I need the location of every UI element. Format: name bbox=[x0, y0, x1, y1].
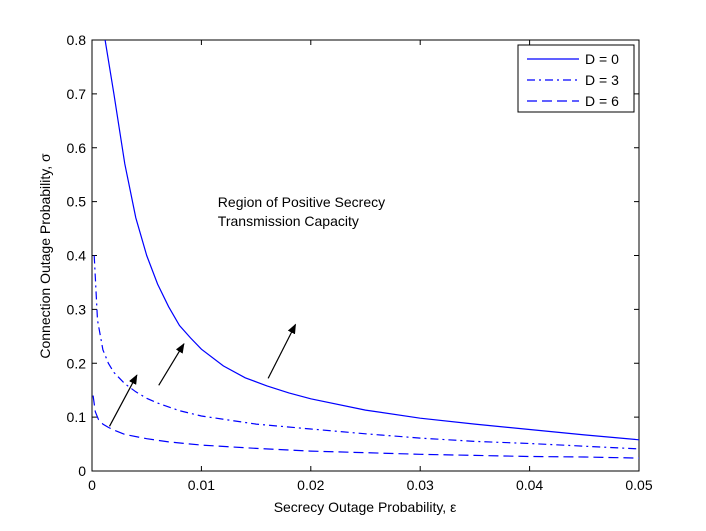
series-line-d6 bbox=[92, 395, 639, 459]
legend-label-d0: D = 0 bbox=[585, 51, 619, 67]
x-tick-label: 0.02 bbox=[297, 477, 324, 493]
legend-label-d6: D = 6 bbox=[585, 93, 619, 109]
x-tick-label: 0.05 bbox=[625, 477, 652, 493]
y-tick-label: 0.7 bbox=[67, 86, 87, 102]
ticks: 0 0.01 0.02 0.03 0.04 0.05 0 0.1 0.2 0.3 0.4 0.5 0.6… bbox=[67, 32, 653, 493]
annotation-line-2: Transmission Capacity bbox=[218, 213, 359, 229]
y-tick-label: 0.5 bbox=[67, 194, 87, 210]
arrow-3 bbox=[108, 374, 138, 427]
y-tick-label: 0 bbox=[78, 463, 86, 479]
x-tick-label: 0.04 bbox=[516, 477, 543, 493]
annotation-line-1: Region of Positive Secrecy bbox=[218, 194, 385, 210]
y-tick-label: 0.4 bbox=[67, 248, 87, 264]
y-tick-label: 0.6 bbox=[67, 140, 87, 156]
arrow-1 bbox=[267, 323, 297, 379]
x-tick-label: 0.03 bbox=[407, 477, 434, 493]
x-axis-label: Secrecy Outage Probability, ε bbox=[274, 499, 457, 515]
y-tick-label: 0.1 bbox=[67, 409, 87, 425]
series-group bbox=[92, 40, 639, 459]
arrow-2 bbox=[158, 342, 185, 386]
y-axis-label: Connection Outage Probability, σ bbox=[37, 153, 53, 359]
x-tick-label: 0.01 bbox=[188, 477, 215, 493]
legend: D = 0 D = 3 D = 6 bbox=[517, 44, 635, 113]
series-line-d0 bbox=[104, 40, 639, 441]
series-line-d3 bbox=[93, 255, 639, 450]
x-tick-label: 0 bbox=[88, 477, 96, 493]
arrows-group bbox=[108, 323, 297, 427]
y-tick-label: 0.2 bbox=[67, 355, 87, 371]
y-tick-label: 0.8 bbox=[67, 32, 87, 48]
y-tick-label: 0.3 bbox=[67, 301, 87, 317]
legend-label-d3: D = 3 bbox=[585, 72, 619, 88]
annotation-region: Region of Positive Secrecy Transmission … bbox=[218, 194, 389, 229]
